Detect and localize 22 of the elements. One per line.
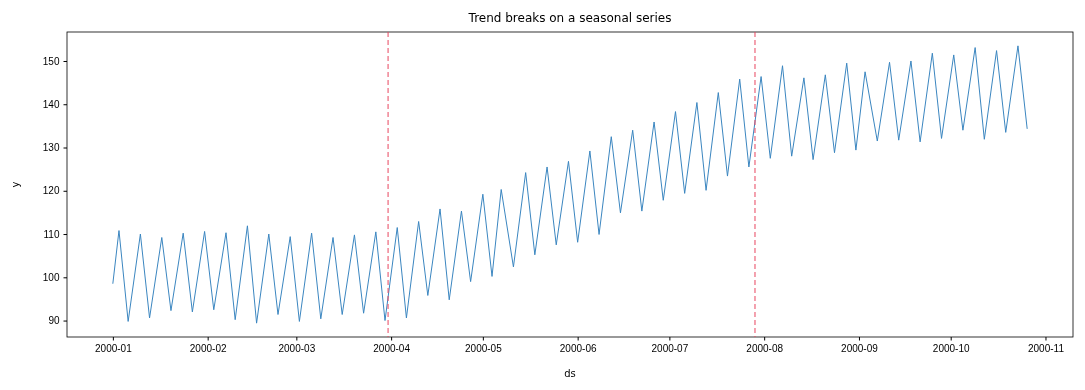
x-tick-label: 2000-01 xyxy=(95,342,133,354)
x-tick-label: 2000-05 xyxy=(465,342,503,354)
y-axis-title: y xyxy=(10,181,21,188)
x-tick-label: 2000-04 xyxy=(373,342,411,354)
y-tick-label: 100 xyxy=(42,272,60,283)
y-tick-label: 90 xyxy=(48,315,60,327)
x-tick-label: 2000-09 xyxy=(841,342,879,354)
y-tick-label: 120 xyxy=(42,185,60,197)
line-series xyxy=(112,45,1028,324)
x-tick-label: 2000-02 xyxy=(189,342,227,354)
y-tick-label: 150 xyxy=(42,55,60,67)
x-tick-label: 2000-08 xyxy=(746,342,784,354)
chart-title: Trend breaks on a seasonal series xyxy=(467,11,672,25)
x-tick-label: 2000-03 xyxy=(278,342,316,354)
y-tick-label: 130 xyxy=(42,142,60,154)
x-tick-label: 2000-10 xyxy=(932,342,970,354)
y-tick-label: 140 xyxy=(42,98,60,110)
x-tick-label: 2000-11 xyxy=(1028,342,1065,354)
x-tick-label: 2000-06 xyxy=(559,342,597,354)
y-tick-label: 110 xyxy=(43,228,60,240)
x-tick-label: 2000-07 xyxy=(651,342,689,354)
x-axis-title: ds xyxy=(564,368,576,379)
